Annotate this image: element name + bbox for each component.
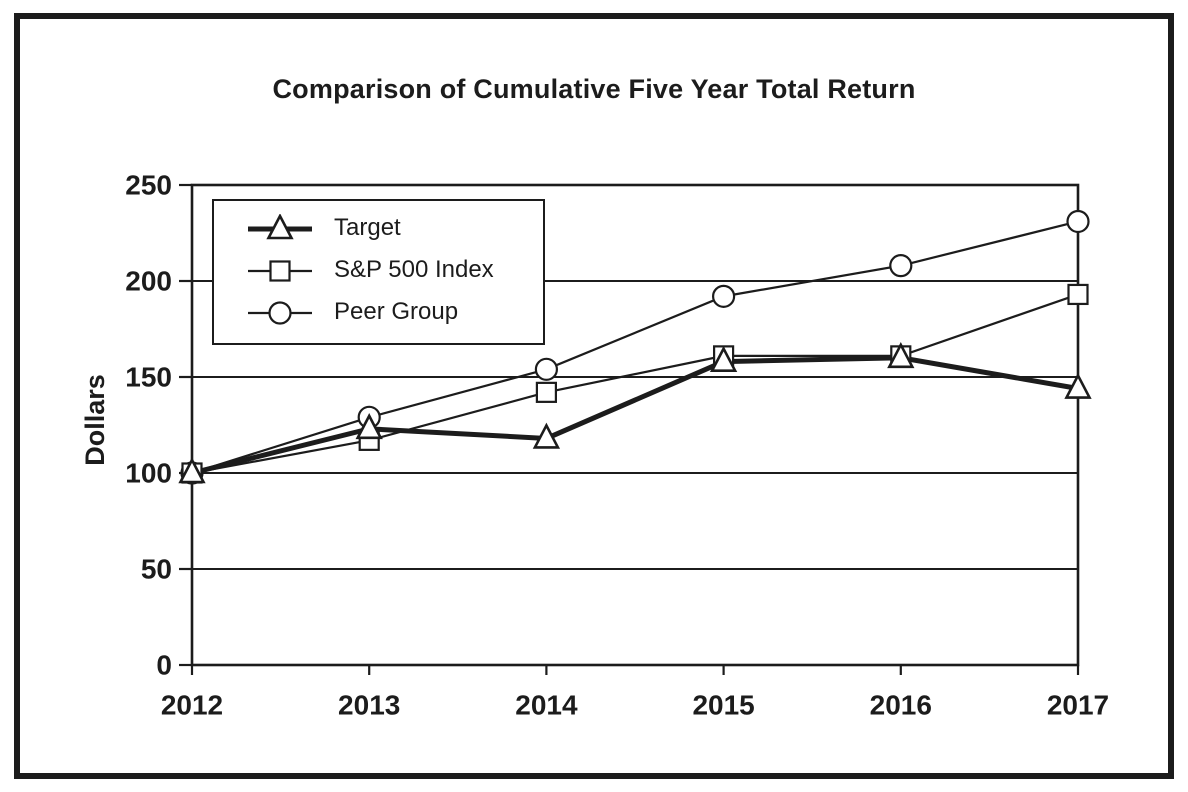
y-axis-title: Dollars bbox=[80, 374, 110, 466]
legend-item-peer-group: Peer Group bbox=[214, 291, 543, 333]
legend-marker-square bbox=[269, 260, 291, 282]
series-line-peer-group bbox=[191, 220, 1079, 475]
y-tick-label-150: 150 bbox=[125, 362, 172, 393]
marker-triangle-target-2013 bbox=[355, 413, 383, 440]
legend-label-peer-group: Peer Group bbox=[334, 298, 459, 325]
marker-triangle-target-2017 bbox=[1064, 372, 1092, 399]
y-tick-label-50: 50 bbox=[141, 554, 172, 585]
x-tick-label-2014: 2014 bbox=[515, 690, 578, 721]
legend-triangle-icon bbox=[248, 214, 312, 240]
figure-border-frame bbox=[14, 13, 1174, 779]
series-markers-target bbox=[178, 341, 1092, 484]
y-tick-label-100: 100 bbox=[125, 458, 172, 489]
marker-square-s-p-500-index-2014 bbox=[535, 381, 558, 403]
x-tick-label-2013: 2013 bbox=[338, 690, 400, 721]
y-tick-label-0: 0 bbox=[156, 650, 172, 681]
marker-circle-peer-group-2014 bbox=[534, 357, 559, 381]
chart-legend: Target S&P 500 Index Peer Group bbox=[212, 199, 545, 345]
legend-item-s-p-500-index: S&P 500 Index bbox=[214, 249, 543, 291]
x-tick-label-2016: 2016 bbox=[870, 690, 932, 721]
marker-circle-peer-group-2017 bbox=[1066, 209, 1090, 234]
legend-circle-icon bbox=[248, 301, 312, 325]
x-tick-label-2015: 2015 bbox=[692, 690, 754, 721]
legend-square-icon bbox=[248, 260, 312, 282]
x-tick-label-2012: 2012 bbox=[161, 690, 223, 721]
y-tick-label-200: 200 bbox=[125, 266, 172, 297]
legend-item-target: Target bbox=[214, 207, 543, 249]
marker-triangle-target-2015 bbox=[709, 345, 738, 372]
plot-frame bbox=[190, 183, 1080, 667]
legend-marker-triangle bbox=[266, 214, 294, 240]
series-line-target bbox=[191, 355, 1079, 476]
marker-circle-peer-group-2015 bbox=[711, 284, 736, 308]
legend-label-s-p-500-index: S&P 500 Index bbox=[334, 256, 494, 283]
legend-label-target: Target bbox=[334, 214, 401, 241]
chart-title: Comparison of Cumulative Five Year Total… bbox=[272, 74, 916, 104]
marker-triangle-target-2014 bbox=[532, 422, 561, 449]
marker-triangle-target-2012 bbox=[178, 457, 206, 484]
x-tick-label-2017: 2017 bbox=[1047, 690, 1109, 721]
y-tick-label-250: 250 bbox=[125, 170, 172, 201]
series-line-s-p-500-index bbox=[191, 293, 1079, 475]
marker-square-s-p-500-index-2017 bbox=[1067, 283, 1089, 306]
legend-marker-circle bbox=[268, 301, 292, 325]
marker-triangle-target-2016 bbox=[887, 341, 915, 369]
marker-circle-peer-group-2016 bbox=[889, 254, 913, 278]
